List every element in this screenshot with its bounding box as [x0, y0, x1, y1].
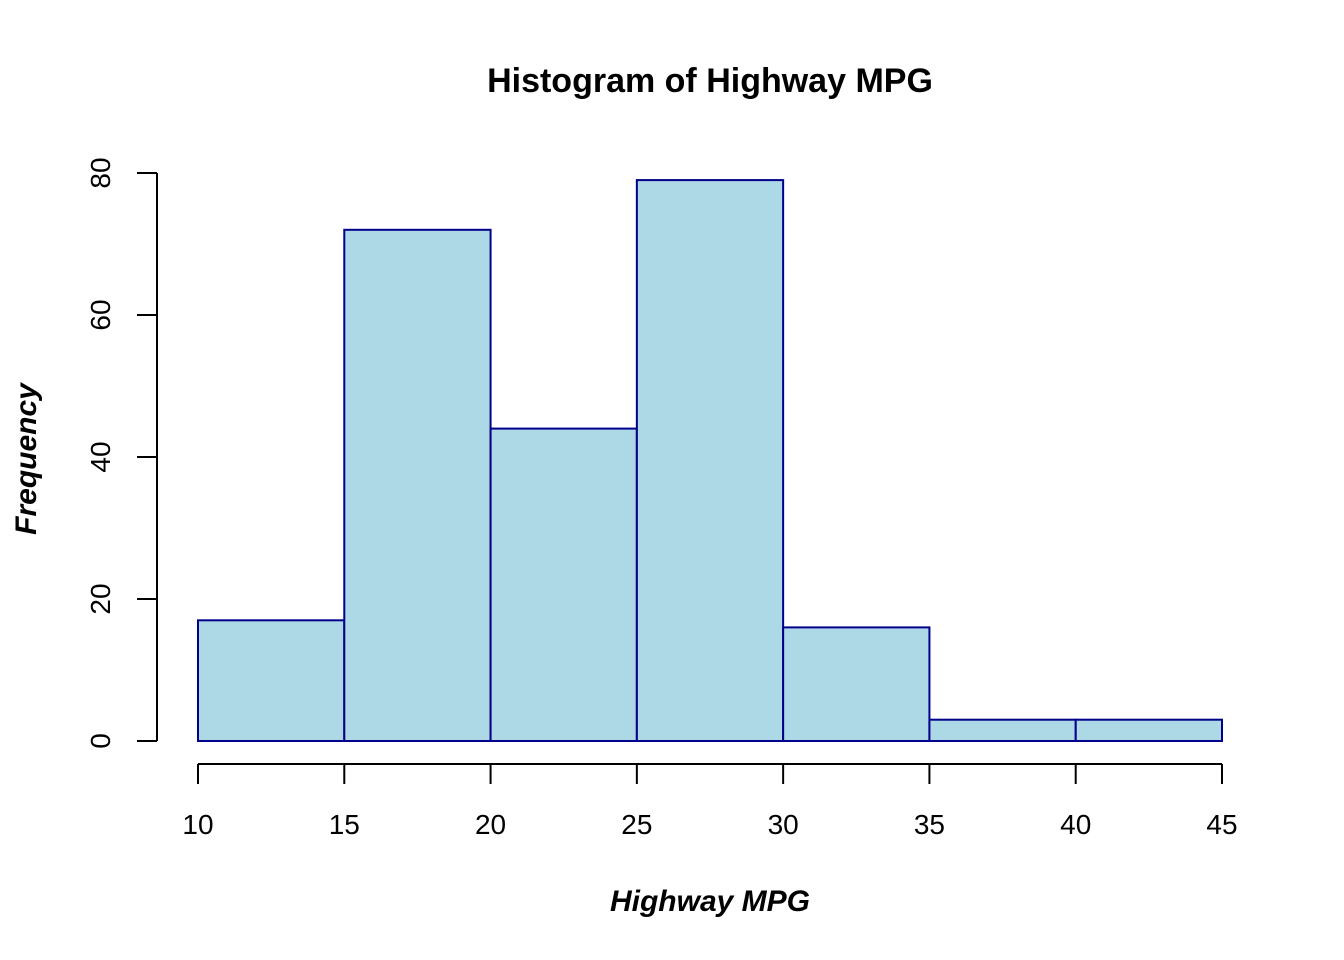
x-tick-label: 25	[621, 809, 652, 840]
x-tick-label: 30	[768, 809, 799, 840]
y-tick-label: 0	[85, 733, 116, 749]
x-tick-label: 20	[475, 809, 506, 840]
x-tick-label: 35	[914, 809, 945, 840]
histogram-bar-15-20	[343, 228, 492, 743]
histogram-bar-10-15	[197, 619, 346, 742]
y-axis-label: Frequency	[10, 382, 43, 535]
x-tick-label: 45	[1206, 809, 1237, 840]
bars-group	[197, 179, 1223, 743]
x-axis-label: Highway MPG	[610, 885, 810, 918]
histogram-bar-20-25	[489, 427, 638, 742]
histogram-bar-25-30	[635, 179, 785, 743]
x-tick-label: 15	[329, 809, 360, 840]
histogram-bar-40-45	[1074, 718, 1223, 743]
x-tick-label: 10	[182, 809, 213, 840]
y-axis: 0 20 40 60 80	[85, 157, 158, 749]
y-tick-label: 20	[85, 583, 116, 614]
x-tick-label: 40	[1060, 809, 1091, 840]
y-tick-label: 80	[85, 157, 116, 188]
chart-title: Histogram of Highway MPG	[487, 62, 933, 100]
y-tick-label: 40	[85, 441, 116, 472]
histogram-bar-30-35	[782, 626, 931, 743]
x-axis: 10 15 20 25 30 35 40 45	[182, 763, 1238, 840]
y-tick-label: 60	[85, 299, 116, 330]
histogram-bar-35-40	[928, 718, 1077, 743]
